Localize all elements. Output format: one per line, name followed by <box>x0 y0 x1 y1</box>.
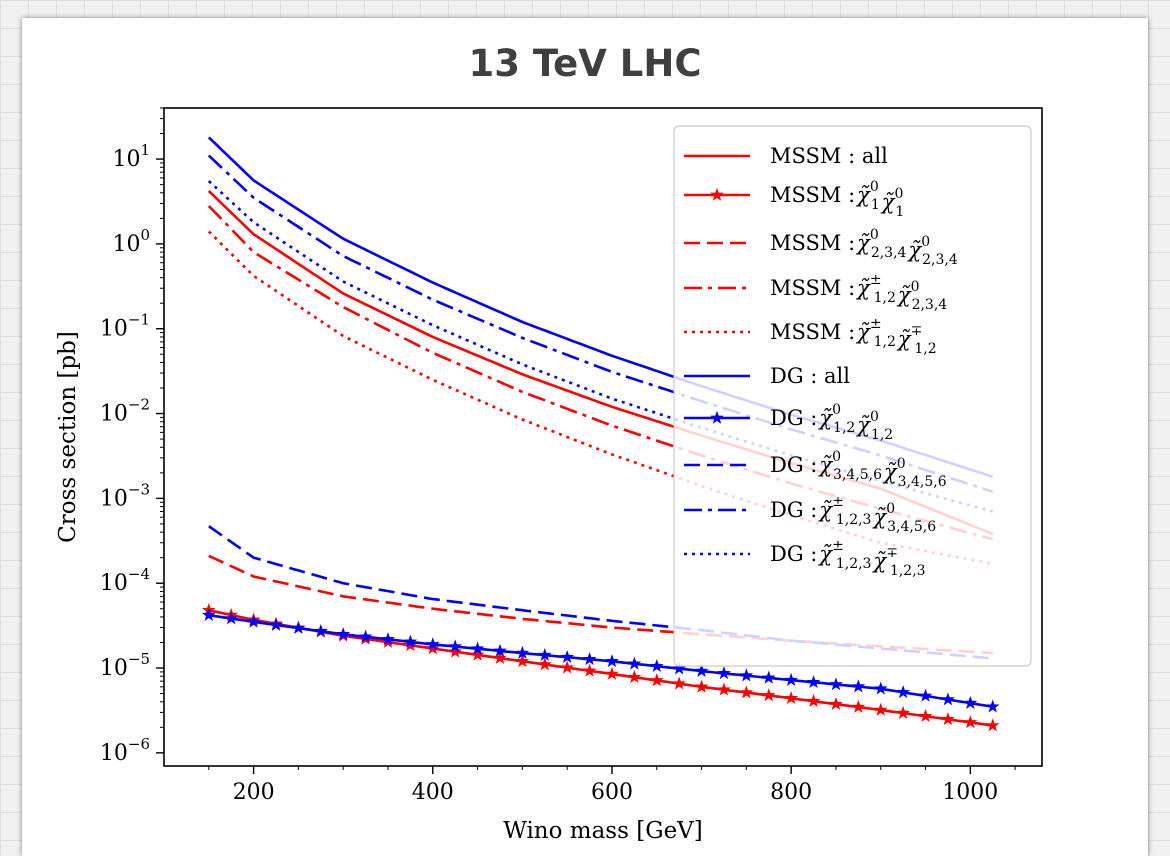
x-tick-label: 1000 <box>942 780 998 805</box>
x-tick-label: 600 <box>591 780 633 805</box>
y-tick-label: 10−4 <box>100 565 150 596</box>
plot-frame <box>163 107 1043 767</box>
legend-entry-label: MSSM :χ̃0 2,3,4χ̃0 2,3,4 <box>770 227 958 268</box>
legend-entry-label: MSSM : all <box>770 144 888 168</box>
legend-entry-label: DG :χ̃± 1,2,3χ̃∓ 1,2,3 <box>770 538 926 579</box>
y-tick-label: 101 <box>112 141 150 172</box>
y-tick-label: 100 <box>112 226 150 257</box>
legend-entry-label: DG : all <box>770 364 850 388</box>
x-tick-label: 200 <box>233 780 275 805</box>
chart-title: 13 TeV LHC <box>468 42 702 85</box>
chart-plot: 200 400 600 800 1000 101 100 10−1 10−2 10−3 10−4 10… <box>55 107 1043 844</box>
legend: MSSM : all MSSM :χ̃0 1χ̃0 1 MSSM :χ̃0 2,3,4χ̃… <box>673 125 1032 667</box>
x-tick-label: 400 <box>412 780 454 805</box>
x-tick-label: 800 <box>770 780 812 805</box>
series-line-2 <box>208 554 993 655</box>
series-line-9 <box>207 180 994 513</box>
series-6-marker <box>201 607 216 622</box>
legend-entry-label: DG :χ̃0 3,4,5,6χ̃0 3,4,5,6 <box>770 449 947 490</box>
legend-entry-label: MSSM :χ̃± 1,2χ̃∓ 1,2 <box>770 316 937 357</box>
y-tick-label: 10−6 <box>100 735 150 766</box>
y-tick-label: 10−3 <box>100 480 150 511</box>
y-axis-label: Cross section [pb] <box>55 331 81 543</box>
x-axis-label: Wino mass [GeV] <box>503 818 703 844</box>
y-tick-label: 10−5 <box>100 650 150 681</box>
y-tick-label: 10−1 <box>100 311 150 342</box>
axes-layer: 200 400 600 800 1000 101 100 10−1 10−2 10−3 10−4 10… <box>100 107 1016 805</box>
legend-box <box>673 125 1032 667</box>
legend-entry-label: MSSM :χ̃± 1,2χ̃0 2,3,4 <box>770 272 947 313</box>
y-tick-label: 10−2 <box>100 396 150 427</box>
figure-card: 13 TeV LHC 200 400 600 800 1000 101 100 10−1 10−… <box>22 18 1148 856</box>
legend-entry-label: MSSM :χ̃0 1χ̃0 1 <box>770 179 904 220</box>
legend-entry-label: DG :χ̃± 1,2,3χ̃0 3,4,5,6 <box>770 494 936 535</box>
legend-entry-label: DG :χ̃0 1,2χ̃0 1,2 <box>770 402 893 443</box>
